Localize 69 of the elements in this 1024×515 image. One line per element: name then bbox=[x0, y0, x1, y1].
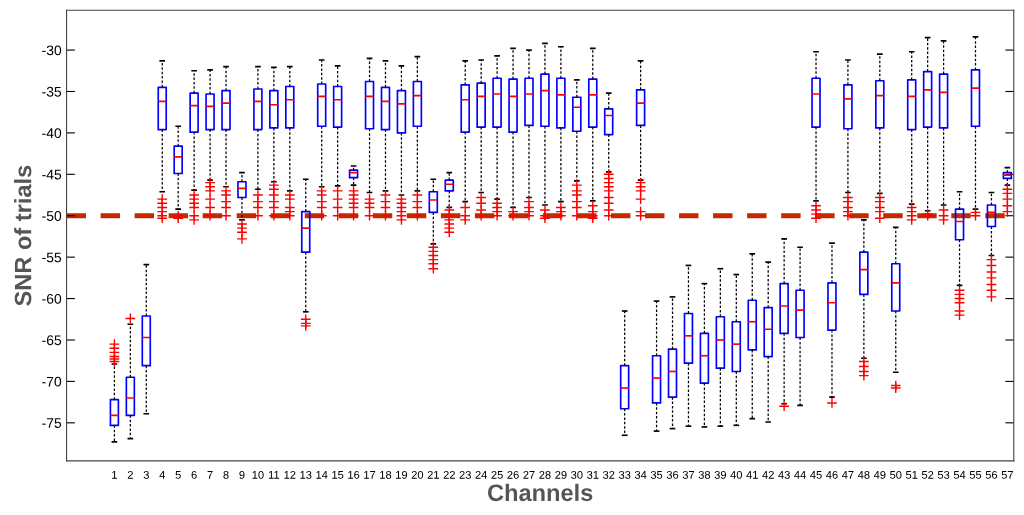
x-tick-label: 6 bbox=[191, 470, 197, 479]
x-tick-label: 7 bbox=[207, 471, 213, 479]
x-tick-label: 41 bbox=[746, 471, 758, 479]
x-tick-label: 44 bbox=[794, 471, 806, 479]
x-tick-label: 15 bbox=[332, 471, 344, 479]
x-tick-label: 37 bbox=[682, 470, 695, 479]
y-tick-label: -75 bbox=[42, 418, 62, 428]
x-tick-label: 26 bbox=[507, 470, 519, 479]
x-tick-label: 45 bbox=[810, 471, 822, 479]
x-tick-label: 55 bbox=[969, 471, 982, 479]
x-tick-label: 22 bbox=[443, 470, 455, 479]
x-tick-label: 34 bbox=[634, 470, 647, 479]
x-tick-label: 2 bbox=[127, 470, 133, 479]
x-tick-label: 38 bbox=[698, 470, 711, 479]
x-tick-label: 54 bbox=[953, 471, 966, 479]
y-axis-title: SNR of trials bbox=[14, 165, 32, 306]
x-tick-label: 40 bbox=[730, 470, 743, 479]
x-tick-label: 23 bbox=[459, 470, 471, 479]
x-tick-label: 49 bbox=[873, 470, 886, 479]
x-tick-label: 5 bbox=[175, 471, 181, 479]
x-tick-label: 57 bbox=[1001, 471, 1013, 479]
x-tick-label: 35 bbox=[650, 470, 663, 479]
y-tick-label: -65 bbox=[42, 335, 62, 346]
y-tick-label: -55 bbox=[42, 252, 62, 263]
x-tick-label: 36 bbox=[666, 470, 679, 479]
y-tick-label: -35 bbox=[42, 86, 62, 97]
x-tick-label: 28 bbox=[539, 470, 551, 479]
x-tick-label: 56 bbox=[985, 470, 998, 479]
x-tick-label: 19 bbox=[396, 470, 408, 479]
y-tick-label: -60 bbox=[42, 293, 62, 304]
x-tick-label: 9 bbox=[239, 470, 245, 479]
x-tick-label: 33 bbox=[618, 470, 631, 479]
x-tick-label: 4 bbox=[159, 471, 165, 479]
x-tick-label: 32 bbox=[602, 470, 615, 479]
x-tick-label: 51 bbox=[905, 471, 918, 479]
x-tick-label: 3 bbox=[143, 470, 149, 479]
x-tick-label: 24 bbox=[475, 470, 488, 479]
x-tick-label: 14 bbox=[316, 471, 328, 479]
x-tick-label: 47 bbox=[842, 471, 854, 479]
x-tick-label: 46 bbox=[826, 470, 838, 479]
x-tick-label: 39 bbox=[714, 470, 726, 479]
x-tick-label: 48 bbox=[857, 470, 870, 479]
x-tick-label: 25 bbox=[491, 470, 503, 479]
x-tick-label: 11 bbox=[268, 471, 280, 479]
y-tick-label: -45 bbox=[42, 169, 62, 180]
x-tick-label: 20 bbox=[411, 470, 424, 479]
x-tick-label: 27 bbox=[523, 470, 535, 479]
x-tick-label: 42 bbox=[762, 470, 774, 479]
x-tick-label: 43 bbox=[778, 470, 790, 479]
y-tick-label: -70 bbox=[42, 376, 62, 387]
x-tick-label: 50 bbox=[890, 470, 902, 479]
x-tick-label: 12 bbox=[284, 470, 296, 479]
x-tick-label: 21 bbox=[427, 470, 439, 479]
y-tick-label: -30 bbox=[42, 45, 62, 56]
x-tick-label: 31 bbox=[587, 470, 599, 479]
x-tick-label: 1 bbox=[112, 471, 117, 479]
x-axis-title: Channels bbox=[488, 483, 593, 502]
y-tick-label: -50 bbox=[42, 211, 62, 221]
x-tick-label: 13 bbox=[300, 470, 312, 479]
x-tick-label: 18 bbox=[380, 470, 392, 479]
y-tick-label: -40 bbox=[42, 128, 62, 139]
x-tick-label: 30 bbox=[571, 470, 583, 479]
x-tick-label: 16 bbox=[348, 470, 360, 479]
x-tick-label: 29 bbox=[555, 470, 567, 479]
x-tick-label: 10 bbox=[252, 470, 264, 479]
x-tick-label: 52 bbox=[921, 470, 934, 479]
x-tick-label: 8 bbox=[223, 470, 229, 479]
x-tick-label: 53 bbox=[937, 470, 950, 479]
x-tick-label: 17 bbox=[364, 471, 376, 479]
